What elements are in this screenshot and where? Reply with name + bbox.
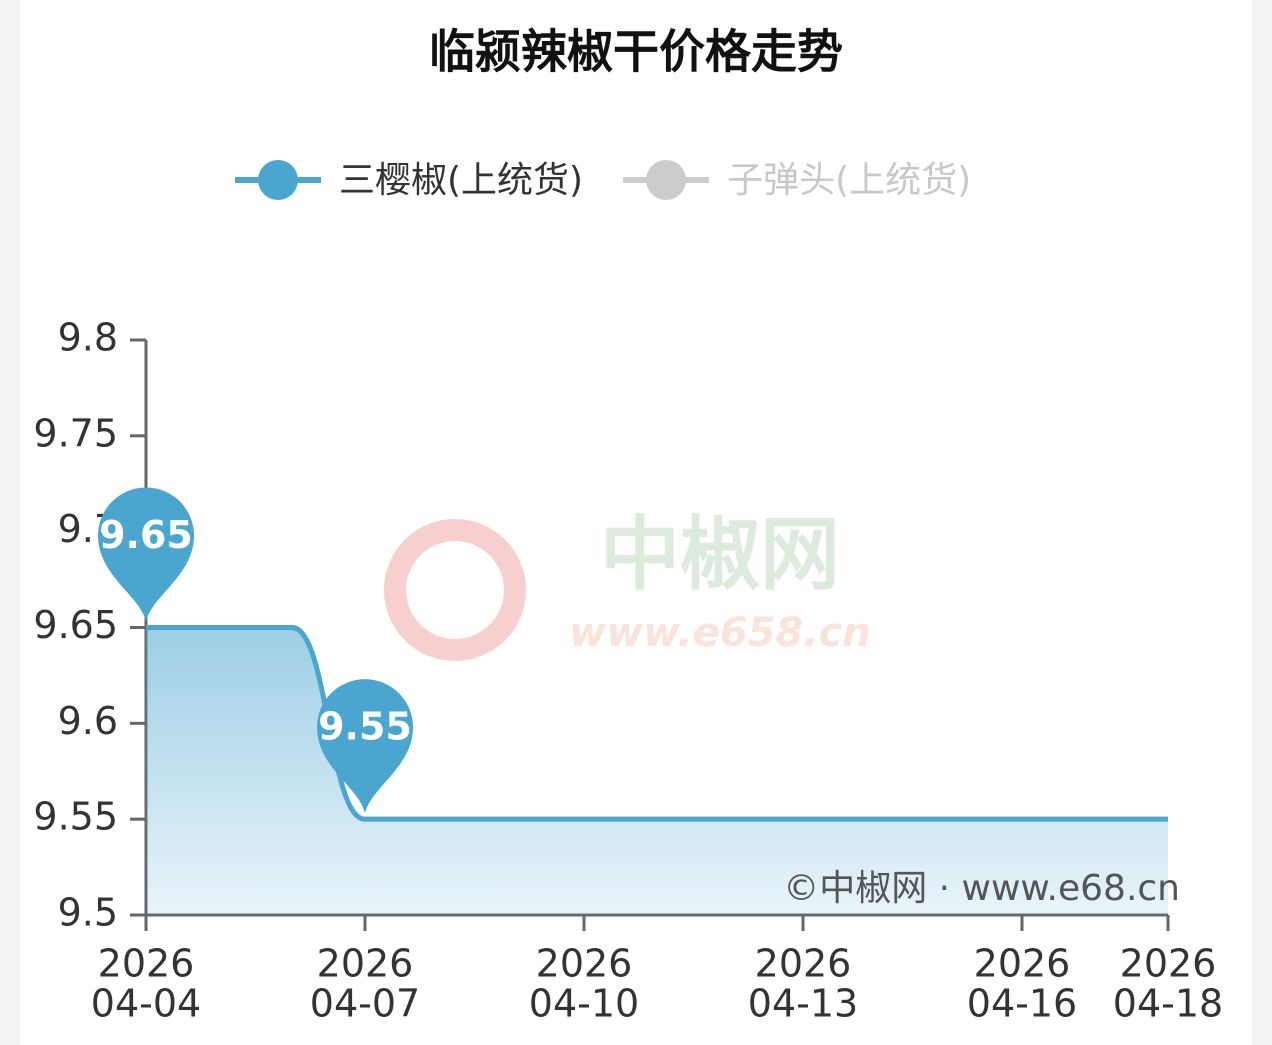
legend-label: 三樱椒(上统货) [339,160,583,201]
chart-title: 临颍辣椒干价格走势 [429,25,843,79]
watermark-name: 中椒网 [600,508,840,601]
area [146,627,1168,915]
x-tick-label: 2026 [98,942,195,986]
y-tick-label: 9.75 [33,411,118,455]
x-tick-label: 04-16 [967,982,1077,1026]
x-tick-label: 04-13 [748,982,858,1026]
value-label: 9.55 [318,705,412,749]
x-tick-label: 04-04 [91,982,201,1026]
x-tick-label: 2026 [317,942,414,986]
y-tick-label: 9.6 [58,699,118,743]
x-tick-label: 04-07 [310,982,420,1026]
x-tick-label: 2026 [1120,942,1217,986]
line [145,624,1168,822]
value-label-pin [98,487,194,622]
y-tick-label: 9.55 [33,795,118,839]
x-tick-label: 2026 [536,942,633,986]
x-tick-label: 2026 [755,942,852,986]
value-label: 9.65 [99,513,193,557]
legend-label: 子弹头(上统货) [727,160,971,201]
legend-marker [258,160,298,200]
credit: ©中椒网 · www.e68.cn [783,868,1180,909]
x-tick-label: 2026 [974,942,1071,986]
watermark-url: www.e658.cn [569,610,871,656]
y-tick-label: 9.5 [58,891,118,935]
y-tick-label: 9.8 [58,316,118,360]
legend-marker [646,160,687,200]
watermark-logo [384,519,526,661]
x-tick-label: 04-18 [1113,982,1223,1026]
y-tick-label: 9.65 [33,603,118,647]
x-tick-label: 04-10 [529,982,639,1026]
value-label-pin [317,679,413,814]
watermark: 中椒网 www.e658.cn [384,508,871,661]
